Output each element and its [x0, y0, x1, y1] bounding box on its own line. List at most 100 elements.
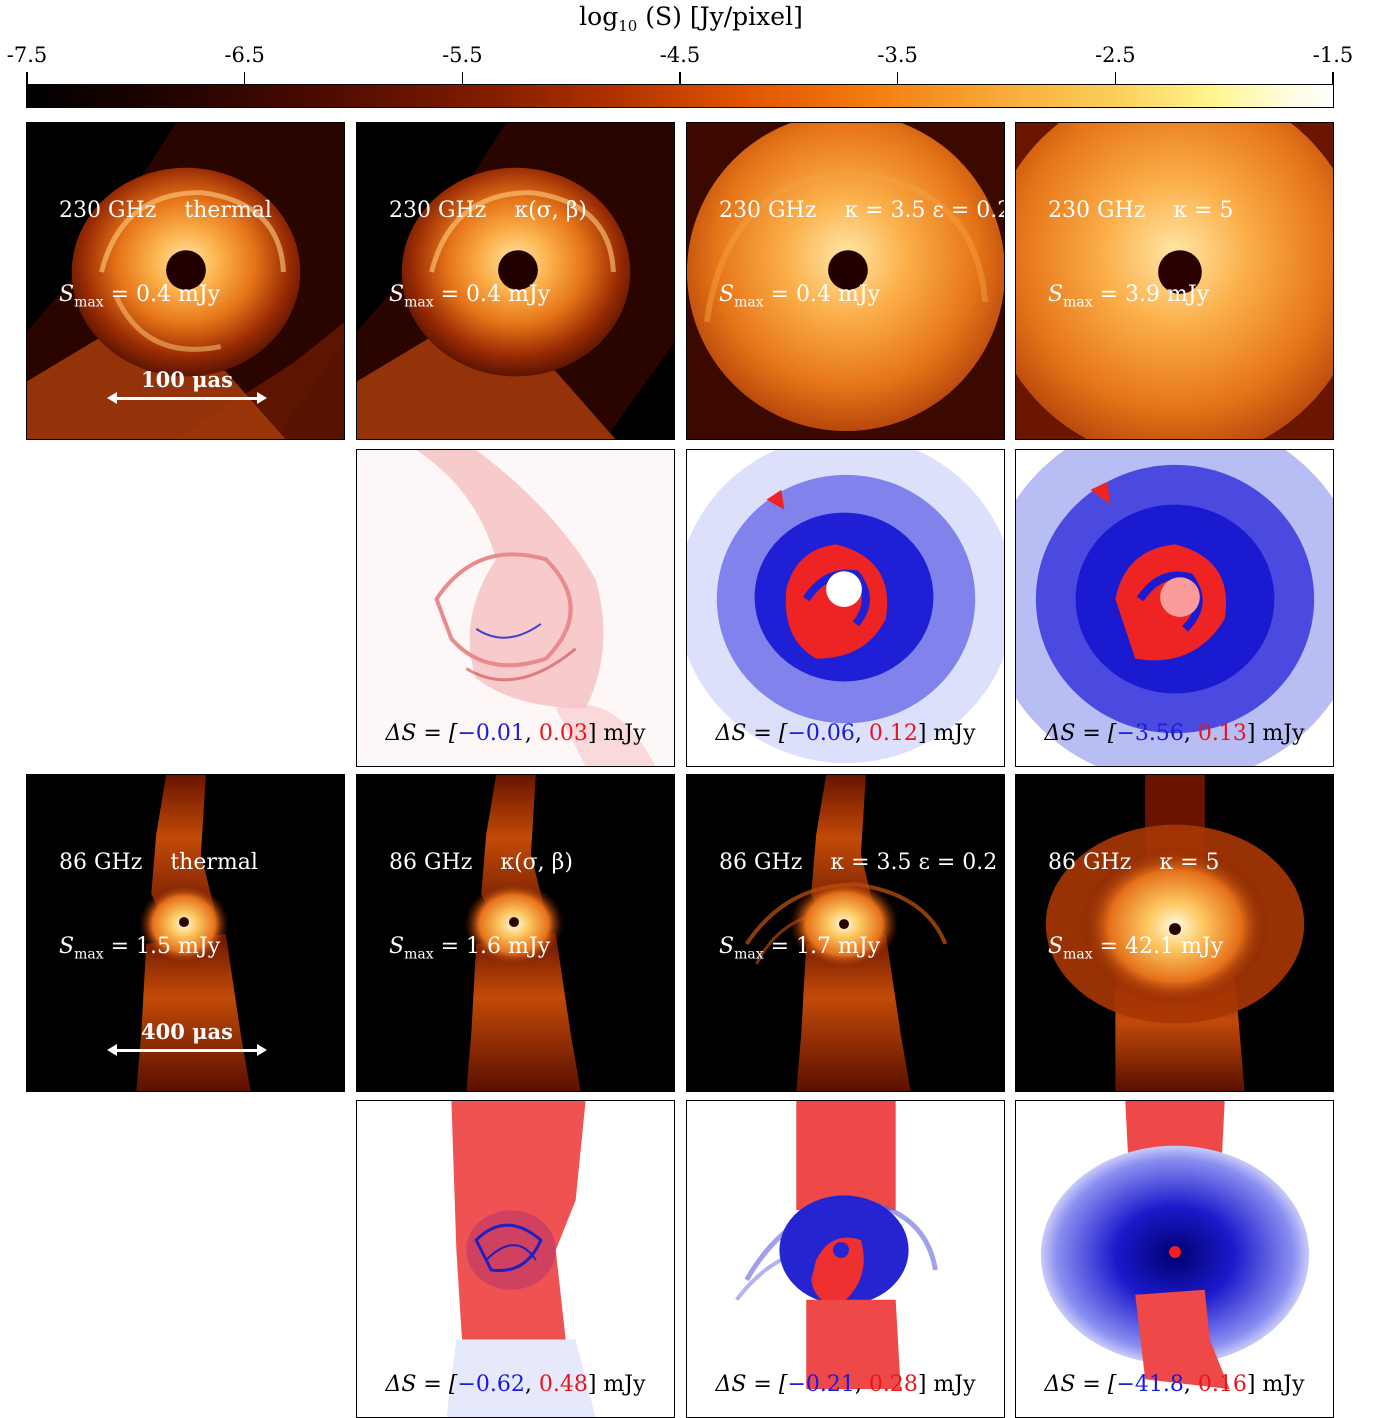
delta-neg: −41.8 — [1116, 1372, 1184, 1397]
label-230-kappa-sigma-beta: 230 GHz κ(σ, β) Smax = 0.4 mJy — [389, 141, 587, 372]
model-label: κ = 3.5 ε = 0.2 — [844, 198, 1005, 223]
smax-sub: max — [74, 294, 104, 311]
smax-value: = 1.7 mJy — [770, 934, 881, 959]
delta-neg: −0.01 — [457, 721, 525, 746]
smax-value: = 0.4 mJy — [770, 282, 881, 307]
panel-86-thermal: 86 GHz thermal Smax = 1.5 mJy 400 μas — [26, 774, 345, 1092]
delta-pos: 0.16 — [1197, 1372, 1247, 1397]
label-230-kappa-3-5: 230 GHz κ = 3.5 ε = 0.2 Smax = 0.4 mJy — [719, 141, 1005, 372]
colorbar-tick-mark — [679, 72, 681, 84]
colorbar-tick-mark — [243, 72, 246, 84]
image-230-thermal — [27, 123, 344, 439]
freq-label: 230 GHz — [719, 198, 817, 223]
scale-bar-label: 100 μas — [141, 367, 233, 392]
delta-neg: −3.56 — [1116, 721, 1184, 746]
delta-prefix: ΔS = [ — [715, 1372, 788, 1397]
delta-prefix: ΔS = [ — [1044, 1372, 1117, 1397]
delta-pos: 0.48 — [538, 1372, 588, 1397]
diff-image-86-kappa-5 — [1040, 1101, 1310, 1390]
freq-label: 86 GHz — [389, 850, 473, 875]
colorbar-tick-mark — [896, 72, 899, 84]
diff-image-86-kappa-sigma-beta — [446, 1101, 596, 1417]
freq-label: 86 GHz — [59, 850, 143, 875]
diff-image-230-kappa-3-5 — [687, 450, 1004, 763]
freq-label: 230 GHz — [1048, 198, 1146, 223]
delta-sep: , — [524, 721, 532, 746]
diff-86-kappa-sigma-beta: ΔS = [−0.62, 0.48] mJy — [356, 1100, 675, 1418]
freq-label: 230 GHz — [59, 198, 157, 223]
delta-pos: 0.12 — [868, 721, 918, 746]
diff-230-kappa-sigma-beta: ΔS = [−0.01, 0.03] mJy — [356, 449, 675, 767]
smax-sub: max — [734, 294, 764, 311]
delta-86-kappa-5: ΔS = [−41.8, 0.16] mJy — [1016, 1372, 1333, 1397]
diff-86-kappa-3-5: ΔS = [−0.21, 0.28] mJy — [686, 1100, 1005, 1418]
smax-sub: max — [1063, 946, 1093, 963]
scale-bar-line — [113, 397, 261, 400]
freq-label: 230 GHz — [389, 198, 487, 223]
smax-sub: max — [74, 946, 104, 963]
smax-symbol: S — [59, 282, 75, 307]
smax-value: = 3.9 mJy — [1099, 282, 1210, 307]
scale-bar-label: 400 μas — [141, 1019, 233, 1044]
delta-sep: , — [854, 1372, 862, 1397]
delta-suffix: ] mJy — [917, 1372, 976, 1397]
model-label: κ = 5 — [1173, 198, 1234, 223]
smax-sub: max — [734, 946, 764, 963]
colorbar — [26, 84, 1334, 108]
freq-label: 86 GHz — [1048, 850, 1132, 875]
model-label: thermal — [170, 850, 258, 875]
arrow-left-icon — [107, 392, 117, 404]
delta-suffix: ] mJy — [917, 721, 976, 746]
delta-pos: 0.03 — [538, 721, 588, 746]
arrow-right-icon — [257, 392, 267, 404]
delta-prefix: ΔS = [ — [385, 1372, 458, 1397]
delta-sep: , — [1183, 1372, 1191, 1397]
label-86-kappa-3-5: 86 GHz κ = 3.5 ε = 0.2 Smax = 1.7 mJy — [719, 793, 997, 1024]
colorbar-tick-mark — [461, 72, 464, 84]
label-86-kappa-5: 86 GHz κ = 5 Smax = 42.1 mJy — [1048, 793, 1223, 1024]
panel-86-kappa-3-5: 86 GHz κ = 3.5 ε = 0.2 Smax = 1.7 mJy — [686, 774, 1005, 1092]
delta-neg: −0.21 — [787, 1372, 855, 1397]
colorbar-tick-mark — [1332, 72, 1334, 84]
smax-value: = 1.5 mJy — [110, 934, 221, 959]
smax-symbol: S — [389, 282, 405, 307]
model-label: κ = 3.5 ε = 0.2 — [830, 850, 998, 875]
panel-230-kappa-5: 230 GHz κ = 5 Smax = 3.9 mJy — [1015, 122, 1334, 440]
diff-image-86-kappa-3-5 — [735, 1101, 938, 1390]
delta-86-kappa-sigma-beta: ΔS = [−0.62, 0.48] mJy — [357, 1372, 674, 1397]
colorbar-title-sub: 10 — [618, 17, 638, 35]
colorbar-tick-mark — [26, 72, 28, 84]
smax-sub: max — [1063, 294, 1093, 311]
colorbar-tick-label: -2.5 — [1095, 43, 1136, 67]
delta-prefix: ΔS = [ — [385, 721, 458, 746]
smax-value: = 42.1 mJy — [1099, 934, 1224, 959]
smax-value: = 0.4 mJy — [110, 282, 221, 307]
scale-bar-line — [113, 1049, 261, 1052]
delta-pos: 0.13 — [1197, 721, 1247, 746]
label-86-thermal: 86 GHz thermal Smax = 1.5 mJy — [59, 793, 258, 1024]
smax-symbol: S — [1048, 282, 1064, 307]
colorbar-tick-mark — [1114, 72, 1117, 84]
delta-prefix: ΔS = [ — [715, 721, 788, 746]
delta-neg: −0.06 — [787, 721, 855, 746]
delta-sep: , — [854, 721, 862, 746]
label-86-kappa-sigma-beta: 86 GHz κ(σ, β) Smax = 1.6 mJy — [389, 793, 573, 1024]
model-label: κ = 5 — [1159, 850, 1220, 875]
arrow-right-icon — [257, 1044, 267, 1056]
delta-suffix: ] mJy — [587, 721, 646, 746]
smax-symbol: S — [389, 934, 405, 959]
smax-value: = 0.4 mJy — [440, 282, 551, 307]
smax-value: = 1.6 mJy — [440, 934, 551, 959]
colorbar-tick-label: -7.5 — [6, 43, 48, 67]
smax-symbol: S — [719, 934, 735, 959]
smax-sub: max — [404, 946, 434, 963]
diff-image-230-kappa-5 — [1016, 450, 1333, 766]
smax-symbol: S — [59, 934, 75, 959]
delta-230-kappa-sigma-beta: ΔS = [−0.01, 0.03] mJy — [357, 721, 674, 746]
freq-label: 86 GHz — [719, 850, 803, 875]
colorbar-tick-label: -5.5 — [442, 43, 483, 67]
panel-86-kappa-5: 86 GHz κ = 5 Smax = 42.1 mJy — [1015, 774, 1334, 1092]
colorbar-tick-label: -4.5 — [659, 43, 701, 67]
colorbar-tick-label: -6.5 — [224, 43, 265, 67]
colorbar-title-rest: (S) [Jy/pixel] — [637, 2, 803, 31]
